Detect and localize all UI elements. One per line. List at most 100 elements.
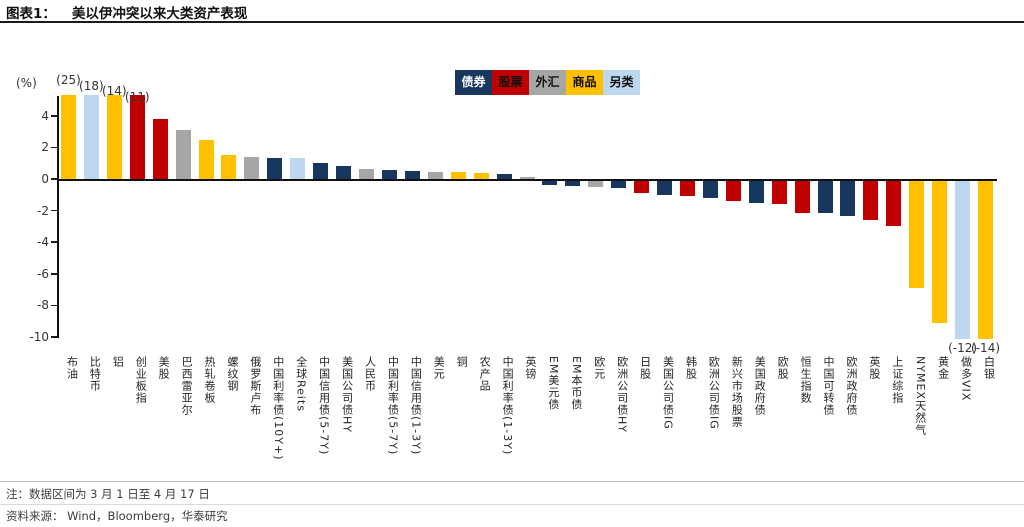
y-axis-tick bbox=[51, 304, 57, 307]
bar bbox=[794, 180, 810, 213]
y-tick-label: -8 bbox=[37, 298, 49, 313]
bar bbox=[909, 180, 925, 288]
x-axis-label: 白银 bbox=[982, 356, 996, 380]
bar bbox=[290, 158, 306, 179]
bar bbox=[725, 180, 741, 202]
x-axis-label: 欧股 bbox=[776, 356, 790, 380]
legend-item: 外汇 bbox=[529, 70, 566, 95]
x-axis-label: 中国利率债(10Y+) bbox=[271, 356, 285, 461]
clip-annotation: (25) bbox=[56, 73, 81, 87]
x-axis-label: 创业板指 bbox=[134, 356, 148, 404]
bar bbox=[221, 154, 237, 179]
bar bbox=[129, 95, 145, 179]
bar bbox=[817, 180, 833, 213]
bar bbox=[771, 180, 787, 205]
bar bbox=[519, 176, 535, 179]
clip-annotation: (18) bbox=[79, 78, 104, 93]
footer-divider-top bbox=[0, 481, 1024, 482]
y-tick-label: 4 bbox=[41, 108, 49, 123]
x-axis-label: 恒生指数 bbox=[799, 356, 813, 404]
bar bbox=[679, 180, 695, 197]
x-axis-label: 黄金 bbox=[936, 356, 950, 380]
bar bbox=[840, 180, 856, 217]
y-tick-label: 0 bbox=[41, 172, 49, 186]
x-axis-label: 韩股 bbox=[684, 356, 698, 380]
y-tick-label: -6 bbox=[37, 266, 49, 281]
bar bbox=[634, 180, 650, 194]
x-axis-zero-line bbox=[57, 179, 997, 181]
clip-annotation: (11) bbox=[124, 89, 150, 104]
chart-legend: 债券 股票 外汇 商品 另类 bbox=[455, 70, 640, 95]
x-axis-label: 美国政府债 bbox=[753, 356, 767, 416]
x-axis-label: 铝 bbox=[111, 356, 125, 368]
x-axis-label: 热轧卷板 bbox=[203, 356, 217, 404]
x-axis-label: 巴西雷亚尔 bbox=[180, 356, 194, 416]
bar bbox=[336, 166, 352, 179]
y-axis-tick bbox=[51, 209, 57, 212]
figure-title: 美以伊冲突以来大类资产表现 bbox=[71, 6, 248, 22]
x-axis-label: 欧洲公司债IG bbox=[707, 356, 721, 430]
y-tick-label: -2 bbox=[37, 203, 49, 218]
x-axis-label: NYMEX天然气 bbox=[913, 356, 927, 436]
x-axis-label: 中国利率债(5-7Y) bbox=[386, 356, 400, 456]
x-axis-label: 上证综指 bbox=[890, 356, 904, 404]
bar bbox=[886, 180, 902, 227]
legend-item: 股票 bbox=[492, 70, 529, 95]
x-axis-label: 比特币 bbox=[88, 356, 102, 392]
bar bbox=[565, 180, 581, 187]
bar bbox=[496, 174, 512, 179]
y-axis-spine bbox=[57, 96, 59, 338]
y-axis-unit-label: (%) bbox=[16, 76, 37, 90]
x-axis-label: 欧洲政府债 bbox=[844, 356, 858, 416]
bar bbox=[106, 95, 122, 179]
x-axis-label: 美股 bbox=[157, 356, 171, 380]
x-axis-label: 农产品 bbox=[478, 356, 492, 392]
y-tick-label: -10 bbox=[29, 330, 49, 344]
x-axis-label: 做多VIX bbox=[959, 356, 973, 402]
legend-item: 另类 bbox=[603, 70, 640, 95]
x-axis-label: EM美元债 bbox=[546, 356, 560, 411]
x-axis-label: 中国可转债 bbox=[822, 356, 836, 416]
y-axis-tick bbox=[51, 115, 57, 117]
y-tick-label: 2 bbox=[41, 140, 49, 155]
clip-annotation: (-14) bbox=[971, 341, 1001, 355]
y-axis-tick bbox=[51, 146, 57, 149]
bar bbox=[702, 180, 718, 198]
x-axis-label: EM本币债 bbox=[569, 356, 583, 411]
plot-area: 4 2 0 -2 -4 -6 -8 -10 布油 (25) 比特币 (18) 铝 (14) 创业板指 (11)… bbox=[29, 73, 1000, 461]
bar bbox=[473, 172, 489, 179]
x-axis-label: 铜 bbox=[455, 356, 469, 368]
legend-item: 债券 bbox=[455, 70, 492, 95]
bar bbox=[748, 180, 764, 203]
chart-note: 注：数据区间为 3 月 1 日至 4 月 17 日 bbox=[6, 487, 210, 501]
bar bbox=[978, 180, 994, 339]
y-axis-tick bbox=[51, 273, 57, 275]
y-tick-label: -4 bbox=[37, 235, 49, 250]
bar bbox=[932, 180, 948, 323]
bar bbox=[588, 180, 604, 187]
bar bbox=[198, 139, 214, 179]
x-axis-label: 美元 bbox=[432, 356, 446, 380]
bar bbox=[60, 95, 76, 179]
x-axis-label: 俄罗斯卢布 bbox=[248, 356, 262, 416]
bar bbox=[175, 130, 191, 179]
x-axis-label: 英股 bbox=[867, 356, 881, 380]
x-axis-label: 中国信用债(5-7Y) bbox=[317, 356, 331, 456]
bar bbox=[427, 171, 443, 179]
bar bbox=[83, 95, 99, 179]
y-axis-tick bbox=[51, 241, 57, 243]
x-axis-label: 欧洲公司债HY bbox=[615, 356, 629, 433]
x-axis-label: 布油 bbox=[65, 356, 79, 380]
bar bbox=[267, 158, 283, 179]
x-axis-label: 新兴市场股票 bbox=[730, 356, 744, 428]
x-axis-label: 螺纹钢 bbox=[225, 356, 239, 392]
bar bbox=[152, 118, 168, 179]
x-axis-label: 英镑 bbox=[524, 356, 537, 380]
footer-divider-middle bbox=[0, 504, 1024, 505]
bar bbox=[244, 156, 260, 179]
x-axis-label: 全球Reits bbox=[294, 356, 308, 413]
bar bbox=[404, 171, 420, 179]
clip-annotation: (14) bbox=[101, 84, 127, 98]
y-axis-tick bbox=[51, 178, 57, 180]
chart-source: 资料来源： Wind，Bloomberg，华泰研究 bbox=[6, 509, 228, 523]
